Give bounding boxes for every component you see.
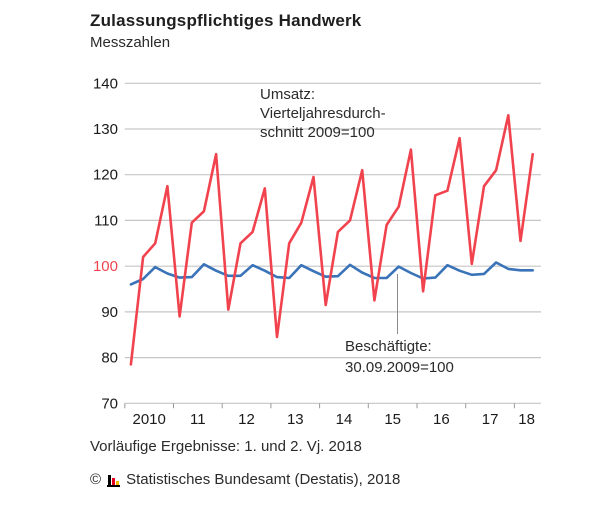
copyright-line: © Statistisches Bundesamt (Destatis), 20… bbox=[90, 471, 400, 488]
y-tick-label-90: 90 bbox=[101, 304, 118, 321]
logo-bar-gold bbox=[116, 480, 120, 485]
logo-bar-black bbox=[108, 474, 112, 485]
umsatz-annotation-line3: schnitt 2009=100 bbox=[260, 124, 375, 141]
x-tick-label-13: 13 bbox=[287, 411, 304, 428]
umsatz-line bbox=[129, 114, 535, 366]
y-tick-label-140: 140 bbox=[93, 75, 118, 92]
beschaeftigte-line bbox=[129, 261, 535, 286]
page-subtitle: Messzahlen bbox=[90, 34, 171, 51]
x-tick-label-2010: 2010 bbox=[133, 411, 166, 428]
y-tick-label-70: 70 bbox=[101, 395, 118, 412]
x-tick-label-15: 15 bbox=[384, 411, 401, 428]
beschaeftigte-annotation-line1: Beschäftigte: bbox=[345, 338, 432, 355]
y-tick-label-130: 130 bbox=[93, 121, 118, 138]
page-title: Zulassungspflichtiges Handwerk bbox=[90, 11, 362, 30]
y-tick-label-110: 110 bbox=[94, 212, 118, 229]
x-tick-label-18: 18 bbox=[518, 411, 535, 428]
x-tick-label-16: 16 bbox=[433, 411, 450, 428]
x-tick-label-11: 11 bbox=[190, 411, 206, 428]
y-tick-label-120: 120 bbox=[93, 167, 118, 184]
umsatz-annotation: Umsatz: Vierteljahresdurch- schnitt 2009… bbox=[260, 85, 386, 142]
logo-bar-red bbox=[112, 477, 116, 485]
umsatz-annotation-line1: Umsatz: bbox=[260, 86, 316, 103]
copyright-text: Statistisches Bundesamt (Destatis), 2018 bbox=[126, 471, 401, 488]
x-tick-label-17: 17 bbox=[482, 411, 499, 428]
destatis-logo-icon bbox=[107, 473, 121, 487]
copyright-symbol: © bbox=[90, 471, 102, 488]
y-tick-label-80: 80 bbox=[101, 350, 118, 367]
x-tick-label-14: 14 bbox=[336, 411, 353, 428]
y-tick-label-100: 100 bbox=[93, 258, 118, 275]
umsatz-annotation-line2: Vierteljahresdurch- bbox=[260, 105, 386, 122]
provisional-results-note: Vorläufige Ergebnisse: 1. und 2. Vj. 201… bbox=[90, 438, 362, 455]
beschaeftigte-annotation-line2: 30.09.2009=100 bbox=[345, 359, 454, 376]
beschaeftigte-annotation: Beschäftigte: 30.09.2009=100 bbox=[345, 336, 454, 378]
x-tick-label-12: 12 bbox=[238, 411, 255, 428]
